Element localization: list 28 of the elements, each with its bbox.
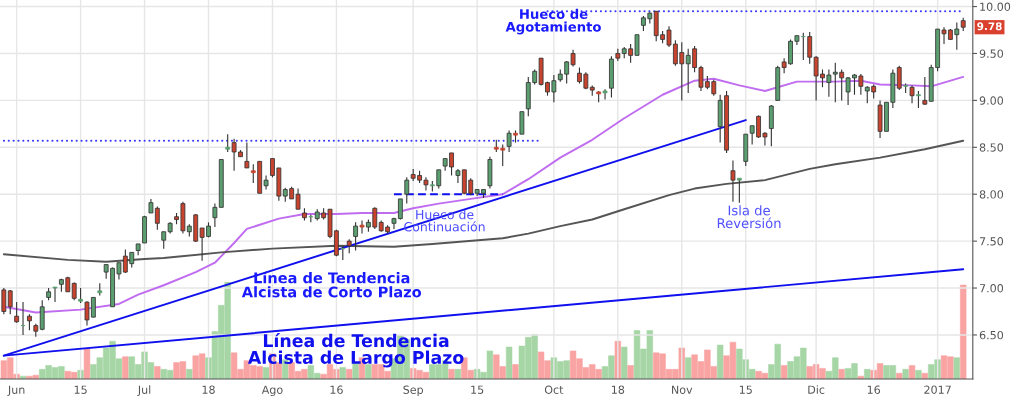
x-tick-label: Nov <box>672 385 693 394</box>
x-tick-label: Jul <box>137 385 151 396</box>
x-tick-label: 15 <box>74 385 87 394</box>
x-tick-label: 2017 <box>924 385 951 394</box>
x-tick-label: 15 <box>739 385 752 394</box>
y-tick-label: 8.50 <box>979 143 1004 152</box>
x-tick-label: 15 <box>471 385 484 394</box>
x-tick-label: Ago <box>261 385 283 397</box>
x-tick-label: Jun <box>7 385 25 396</box>
y-tick-label: 9.50 <box>979 49 1004 58</box>
y-tick-label: 6.50 <box>979 330 1004 340</box>
annotation: Isla de Reversión <box>717 205 781 229</box>
x-tick-label: 16 <box>330 385 343 394</box>
x-tick-label: 18 <box>202 385 215 394</box>
y-tick-label: 10.00 <box>980 2 1011 11</box>
x-tick-label: Sep <box>403 385 424 397</box>
x-tick-label: Oct <box>544 385 564 394</box>
x-tick-label: Dic <box>808 385 825 394</box>
y-tick-label: 7.00 <box>979 284 1004 293</box>
y-tick-label: 8.00 <box>979 190 1004 199</box>
annotation: Línea de Tendencia Alcista de Largo Plazo <box>247 333 464 368</box>
x-tick-label: 16 <box>867 385 881 394</box>
y-tick-label: 7.50 <box>979 237 1004 246</box>
annotation: Hueco de Agotamiento <box>505 8 601 35</box>
annotation: Línea de Tendencia Alcista de Corto Plazo <box>241 271 422 298</box>
annotation: 9.78 <box>977 22 1002 31</box>
y-tick-label: 9.00 <box>979 96 1004 105</box>
x-tick-label: 18 <box>611 385 625 394</box>
